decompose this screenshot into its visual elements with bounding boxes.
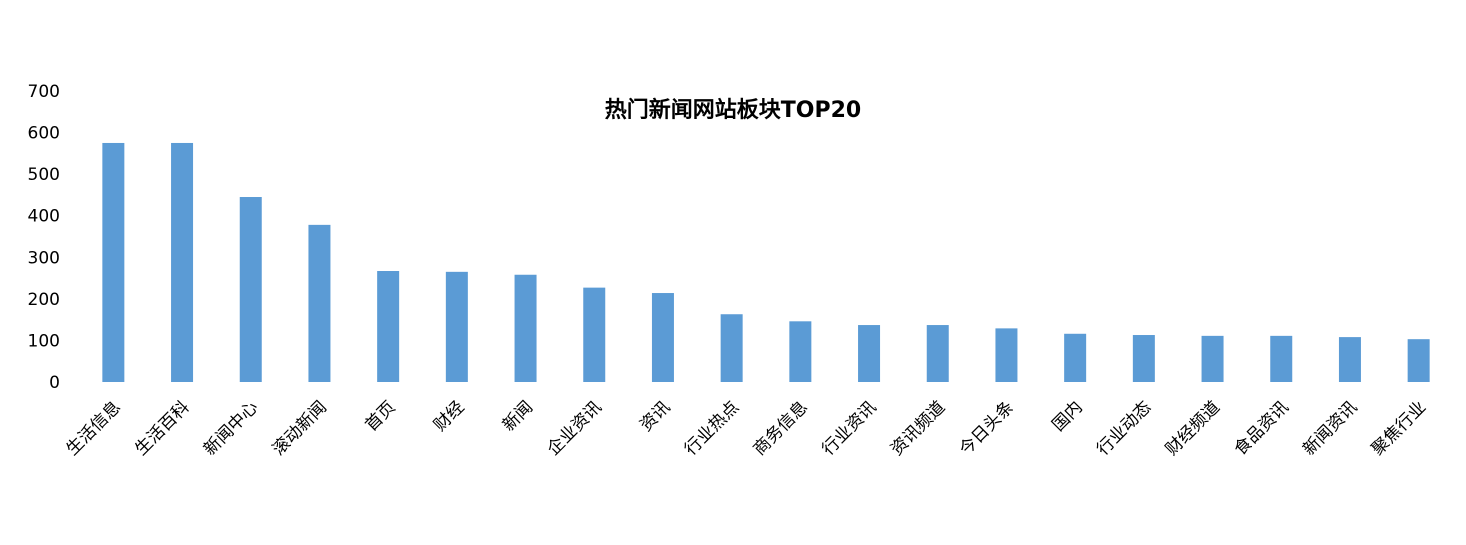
chart-title: 热门新闻网站板块TOP20 [604,98,862,123]
x-tick-label: 新闻中心 [200,397,262,459]
x-tick-label: 商务信息 [750,397,812,459]
x-tick-label: 财经频道 [1162,397,1224,459]
bar [926,325,949,382]
x-tick-label: 财经 [430,397,468,435]
x-tick-label: 食品资讯 [1231,397,1293,459]
x-tick-label: 首页 [362,397,400,435]
x-tick-label: 新闻 [499,397,537,435]
y-tick-label: 600 [28,124,60,144]
x-tick-label: 新闻资讯 [1299,397,1361,459]
bar [720,314,743,382]
x-tick-label: 资讯频道 [887,397,949,459]
bar [514,274,537,382]
bar [239,197,262,382]
x-tick-label: 今日头条 [956,397,1018,459]
y-tick-label: 200 [28,290,60,310]
bar [445,271,468,382]
y-tick-label: 500 [28,165,60,185]
x-tick-label: 滚动新闻 [269,397,331,459]
bar [1407,339,1430,382]
y-tick-label: 100 [28,331,60,351]
x-tick-label: 行业热点 [681,397,743,459]
x-tick-label: 资讯 [636,397,674,435]
x-tick-label: 行业资讯 [818,397,880,459]
x-tick-label: 生活百科 [131,397,193,459]
bar [171,142,194,382]
x-tick-label: 聚焦行业 [1368,397,1430,459]
bar [1132,335,1155,382]
bar [377,271,400,382]
x-tick-label: 生活信息 [63,397,125,459]
y-tick-label: 700 [28,82,60,102]
bar [583,287,606,382]
bar [1201,335,1224,382]
bar [1338,337,1361,382]
bar [651,293,674,382]
y-tick-label: 300 [28,248,60,268]
bar [1270,335,1293,382]
bar [102,142,125,382]
bar [1064,333,1087,382]
bar [995,328,1018,382]
bar [858,325,881,382]
bar [789,321,812,382]
x-tick-label: 行业动态 [1093,397,1155,459]
x-tick-label: 企业资讯 [544,397,606,459]
x-tick-label: 国内 [1049,397,1087,435]
y-tick-label: 0 [49,373,60,393]
y-tick-label: 400 [28,207,60,227]
bar [308,224,331,382]
